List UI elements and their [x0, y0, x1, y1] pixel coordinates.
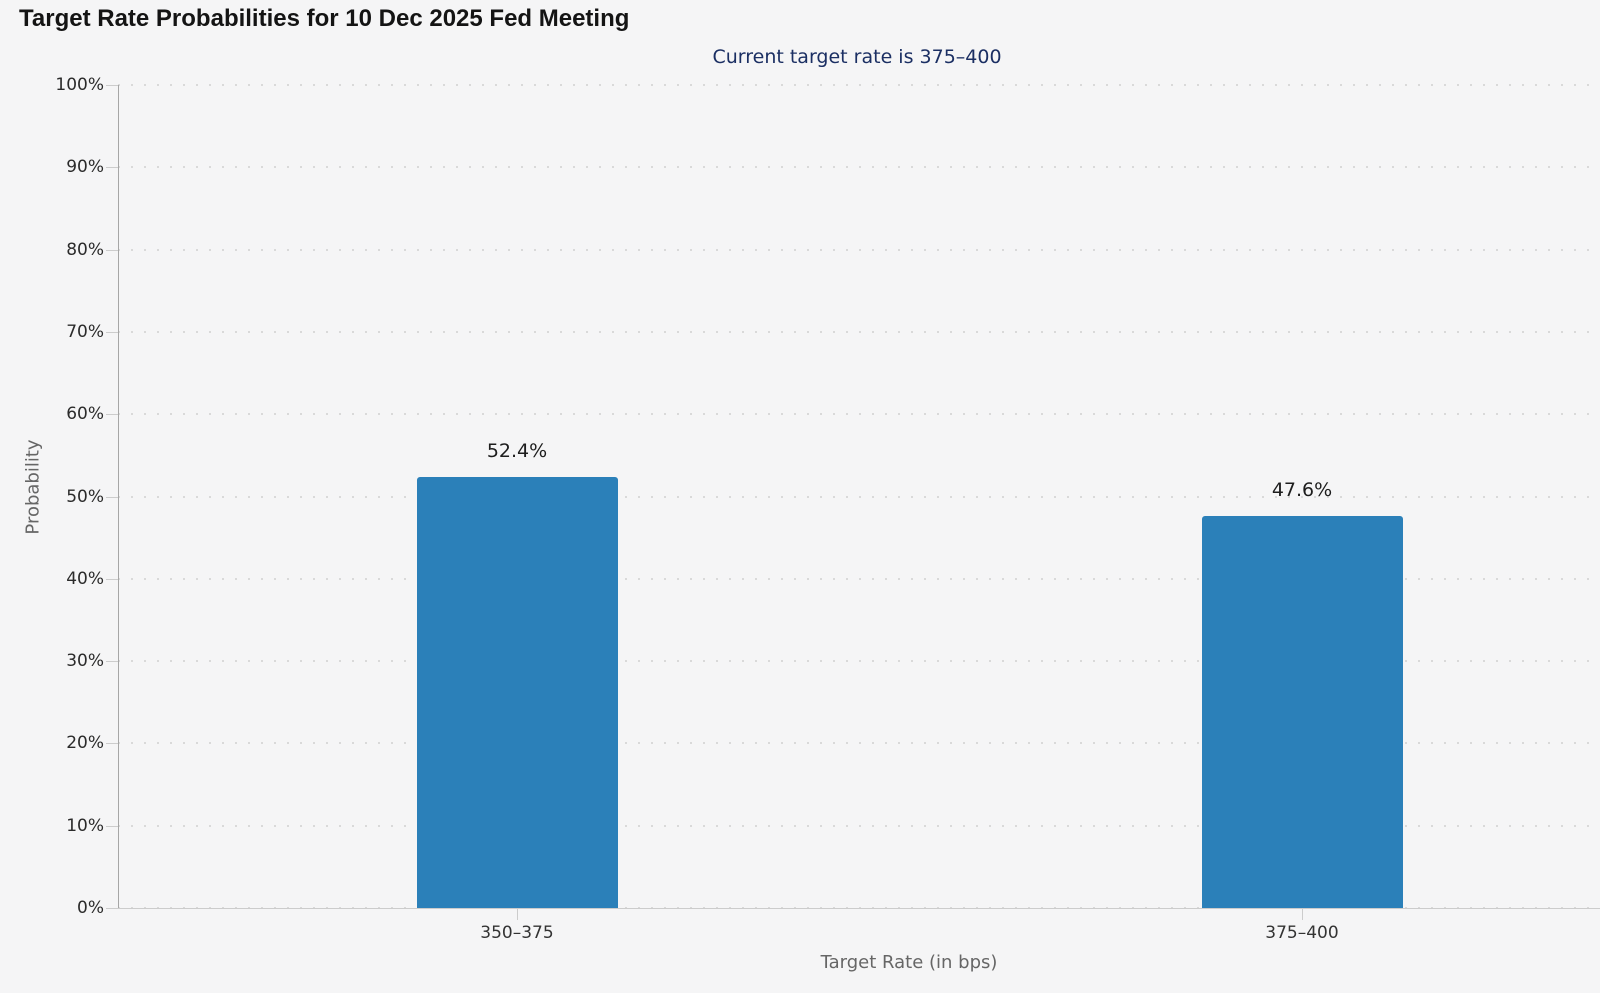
- y-tick-label: 90%: [66, 157, 104, 178]
- gridline-90%: [118, 166, 1600, 169]
- bar-value-label: 52.4%: [486, 439, 548, 462]
- y-tick-mark-30%: [106, 661, 118, 663]
- gridline-100%: [118, 84, 1600, 86]
- gridline-20%: [118, 742, 1600, 745]
- y-tick-label: 40%: [66, 568, 104, 589]
- y-tick-mark-80%: [106, 249, 118, 251]
- gridline-40%: [118, 577, 1600, 580]
- y-tick-label: 60%: [66, 404, 104, 425]
- y-tick-label: 0%: [77, 898, 104, 918]
- y-tick-label: 80%: [66, 239, 104, 260]
- gridline-70%: [118, 330, 1600, 333]
- x-tick-label: 350–375: [480, 923, 554, 943]
- chart-title: Target Rate Probabilities for 10 Dec 202…: [19, 5, 630, 32]
- y-tick-label: 30%: [66, 651, 104, 672]
- y-tick-mark-90%: [106, 167, 118, 169]
- y-tick-mark-70%: [106, 331, 118, 333]
- x-axis-title: Target Rate (in bps): [820, 952, 998, 973]
- y-tick-label: 50%: [66, 486, 104, 507]
- x-tick-label: 375–400: [1265, 923, 1339, 943]
- bar-value-label: 47.6%: [1271, 479, 1333, 502]
- y-tick-mark-60%: [106, 414, 118, 416]
- y-tick-mark-100%: [106, 85, 118, 86]
- x-tick-mark-375–400: [1302, 908, 1303, 920]
- x-tick-mark-350–375: [517, 908, 518, 920]
- y-tick-mark-40%: [106, 578, 118, 580]
- bar-375–400[interactable]: [1201, 516, 1403, 908]
- y-tick-label: 70%: [66, 321, 104, 342]
- gridline-80%: [118, 248, 1600, 251]
- chart-subtitle: Current target rate is 375–400: [712, 46, 1002, 68]
- gridline-60%: [118, 413, 1600, 416]
- y-tick-label: 10%: [66, 815, 104, 836]
- y-axis-line: [118, 85, 119, 908]
- x-axis-line: [112, 908, 1600, 909]
- bar-350–375[interactable]: [416, 476, 618, 908]
- gridline-30%: [118, 660, 1600, 663]
- y-tick-label: 100%: [55, 75, 104, 95]
- y-tick-label: 20%: [66, 733, 104, 754]
- gridline-10%: [118, 824, 1600, 827]
- gridline-50%: [118, 495, 1600, 498]
- y-tick-mark-10%: [106, 825, 118, 827]
- y-tick-mark-20%: [106, 743, 118, 745]
- y-tick-mark-50%: [106, 496, 118, 498]
